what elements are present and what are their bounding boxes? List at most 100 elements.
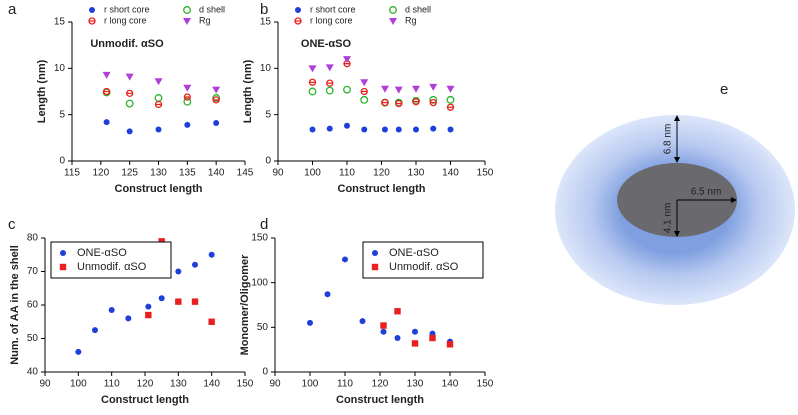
y-tick-label: 0 — [59, 156, 65, 167]
point — [213, 120, 220, 127]
x-tick-label: 130 — [150, 168, 167, 179]
point — [175, 298, 182, 305]
x-tick-label: 140 — [203, 379, 220, 390]
chart: a 0 5 10 15 115 120 125 130 135 140 145 Construct le… — [8, 1, 254, 195]
point — [343, 56, 351, 64]
point — [125, 315, 132, 322]
x-tick-label: 125 — [121, 168, 138, 179]
point — [126, 89, 134, 97]
legend-marker — [89, 7, 95, 13]
legend: ONE-αSO Unmodif. αSO — [362, 241, 484, 279]
x-tick-label: 150 — [477, 168, 494, 179]
point — [360, 95, 369, 104]
legend-marker — [60, 250, 66, 256]
point — [394, 308, 401, 315]
point — [103, 119, 110, 126]
point — [326, 79, 334, 87]
shell-label: 6.8 nm — [663, 124, 674, 155]
point — [342, 256, 348, 263]
x-tick-label: 100 — [70, 379, 87, 390]
x-tick-label: 100 — [304, 168, 321, 179]
point — [308, 65, 317, 73]
x-axis-label: Construct length — [115, 183, 203, 195]
x-tick-label: 130 — [170, 379, 187, 390]
y-tick-label: 150 — [251, 233, 268, 244]
point — [412, 328, 418, 335]
legend-box — [362, 241, 484, 279]
legend-marker — [295, 7, 301, 13]
long-label: 6.5 nm — [691, 187, 722, 198]
y-tick-label: 0 — [262, 367, 268, 378]
y-tick-label: 50 — [27, 333, 39, 344]
point — [158, 238, 165, 245]
point — [429, 99, 437, 107]
x-tick-label: 145 — [237, 168, 254, 179]
point — [446, 85, 455, 93]
point — [102, 71, 111, 79]
legend-label: r short core — [104, 4, 150, 14]
point — [411, 340, 419, 347]
x-tick-label: 110 — [104, 379, 120, 390]
point — [183, 93, 191, 101]
y-axis-label: Num. of AA in the shell — [9, 245, 21, 365]
point — [325, 64, 334, 72]
point — [429, 334, 436, 342]
point — [395, 126, 402, 133]
y-axis-label: Length (nm) — [242, 59, 254, 123]
point — [394, 86, 403, 94]
point — [326, 125, 333, 132]
legend-marker — [372, 250, 378, 256]
point — [412, 98, 420, 106]
legend: ONE-αSO Unmodif. αSO — [50, 241, 172, 279]
legend: r short core d shell r long core Rg — [88, 4, 225, 25]
x-tick-label: 120 — [372, 379, 389, 390]
point — [412, 85, 420, 93]
y-tick-label: 50 — [257, 322, 269, 333]
panel-label: b — [260, 1, 268, 18]
point — [446, 95, 455, 104]
point — [381, 126, 388, 133]
legend-label: r long core — [104, 15, 147, 25]
legend-label: r short core — [310, 4, 356, 14]
x-tick-label: 150 — [477, 379, 494, 390]
y-tick-label: 5 — [265, 109, 271, 120]
chart: c 40 50 60 70 80 90 100 110 120 130 140 150 Construct… — [8, 216, 254, 406]
point — [429, 83, 438, 91]
legend-marker — [88, 17, 96, 25]
legend-marker — [371, 263, 379, 271]
point — [307, 319, 313, 326]
point — [212, 96, 220, 104]
point — [413, 126, 419, 133]
legend-label: Unmodif. αSO — [77, 261, 147, 273]
legend-marker — [389, 18, 397, 25]
y-tick-label: 80 — [27, 233, 39, 244]
x-tick-label: 90 — [269, 379, 281, 390]
legend-box — [50, 241, 172, 279]
x-tick-label: 135 — [179, 168, 196, 179]
point — [308, 87, 317, 96]
legend-label: Rg — [199, 15, 211, 25]
x-tick-label: 150 — [237, 379, 254, 390]
y-tick-label: 15 — [54, 17, 66, 28]
y-tick-label: 60 — [27, 300, 39, 311]
y-tick-label: 70 — [27, 266, 39, 277]
legend-label: r long core — [310, 15, 353, 25]
legend-marker — [183, 6, 191, 14]
short-label: 4.1 nm — [663, 203, 674, 234]
y-tick-label: 100 — [251, 277, 268, 288]
point — [158, 295, 165, 302]
point — [430, 125, 437, 132]
x-tick-label: 140 — [208, 168, 225, 179]
y-tick-label: 5 — [59, 109, 65, 120]
panel-label: e — [720, 81, 728, 98]
point — [308, 78, 317, 86]
point — [126, 128, 133, 135]
x-tick-label: 90 — [272, 168, 284, 179]
point — [309, 126, 316, 133]
point — [125, 73, 134, 81]
point — [125, 99, 134, 108]
point — [343, 85, 351, 94]
legend-marker — [294, 17, 302, 25]
y-tick-label: 10 — [260, 63, 272, 74]
x-tick-label: 120 — [373, 168, 390, 179]
